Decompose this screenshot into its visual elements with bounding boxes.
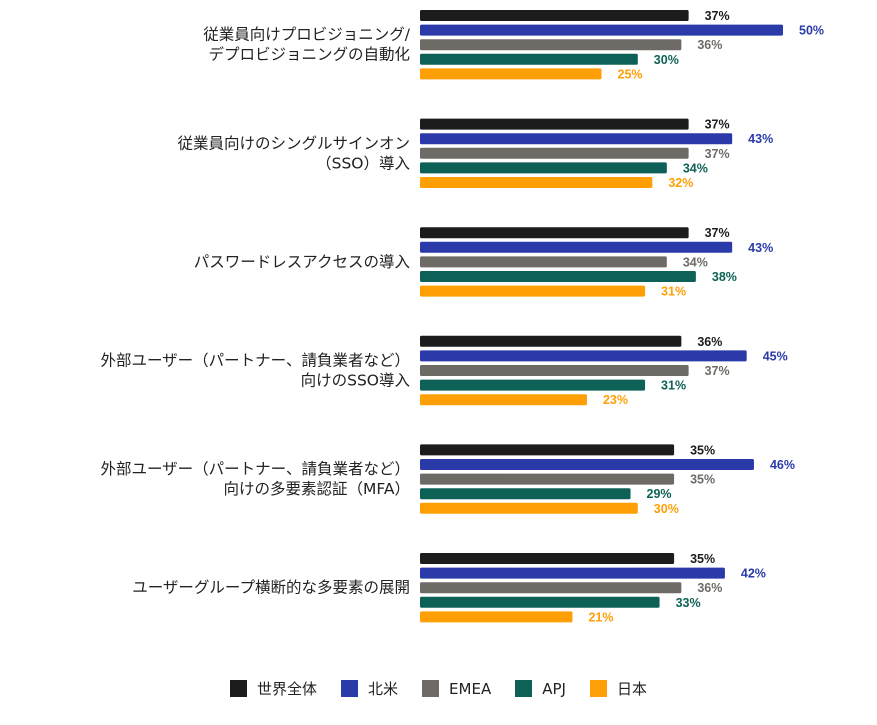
value-label: 33% — [676, 596, 701, 610]
bar-世界全体-2 — [420, 227, 689, 239]
legend-swatch — [230, 680, 248, 697]
category-label: 外部ユーザー（パートナー、請負業者など） 向けの多要素認証（MFA） — [100, 460, 410, 498]
bar-世界全体-1 — [420, 118, 689, 130]
category-label-line: ユーザーグループ横断的な多要素の展開 — [132, 579, 410, 597]
legend-swatch — [589, 680, 607, 697]
value-label: 50% — [799, 24, 824, 38]
category-label-line: 従業員向けのシングルサインオン — [177, 134, 410, 152]
category-label: 従業員向けプロビジョニング/デプロビジョニングの自動化 — [203, 26, 411, 64]
bar-APJ-0 — [420, 53, 638, 65]
value-label: 37% — [705, 364, 730, 378]
bar-APJ-1 — [420, 162, 667, 174]
bar-世界全体-4 — [420, 444, 675, 456]
legend-label: 世界全体 — [257, 680, 318, 698]
category-label-line: 外部ユーザー（パートナー、請負業者など） — [100, 460, 410, 478]
bar-北米-4 — [420, 459, 754, 470]
category-label-line: デプロビジョニングの自動化 — [208, 45, 410, 64]
legend-item: 世界全体 — [230, 678, 317, 699]
bar-日本-3 — [420, 394, 587, 406]
bar-APJ-2 — [420, 271, 696, 282]
value-label: 30% — [654, 502, 679, 516]
legend-label: EMEA — [449, 679, 492, 698]
value-label: 23% — [603, 393, 628, 407]
value-label: 34% — [683, 255, 708, 269]
category-label: パスワードレスアクセスの導入 — [194, 253, 410, 271]
value-label: 45% — [763, 349, 788, 363]
value-label: 43% — [748, 241, 773, 255]
value-label: 46% — [770, 458, 795, 472]
value-label: 37% — [705, 118, 730, 132]
value-label: 35% — [690, 443, 715, 457]
category-label-line: 向けのSSO導入 — [301, 372, 410, 390]
legend-item: EMEA — [422, 678, 491, 699]
value-label: 38% — [712, 270, 737, 284]
bar-EMEA-1 — [420, 147, 689, 159]
value-label: 37% — [705, 147, 730, 161]
value-label: 31% — [661, 285, 686, 299]
bar-世界全体-3 — [420, 335, 682, 347]
legend-label: 日本 — [616, 680, 647, 698]
category-label: ユーザーグループ横断的な多要素の展開 — [132, 579, 410, 597]
value-label: 29% — [647, 487, 672, 501]
bar-日本-4 — [420, 502, 638, 514]
legend-item: 北米 — [341, 678, 398, 699]
value-label: 37% — [705, 226, 730, 240]
bar-北米-1 — [420, 133, 733, 145]
bar-北米-3 — [420, 350, 747, 362]
bar-EMEA-4 — [420, 473, 675, 485]
category-label-line: （SSO）導入 — [316, 154, 410, 172]
bar-日本-5 — [420, 611, 573, 623]
category-label: 従業員向けのシングルサインオン （SSO）導入 — [177, 134, 410, 172]
value-label: 31% — [661, 379, 686, 393]
bar-世界全体-0 — [420, 10, 689, 21]
value-label: 35% — [690, 552, 715, 566]
bar-世界全体-5 — [420, 553, 675, 564]
chart-legend: 世界全体 北米 EMEA APJ 日本 — [0, 678, 877, 699]
category-label-line: 従業員向けプロビジョニング/ — [203, 26, 411, 44]
value-label: 34% — [683, 161, 708, 175]
value-label: 32% — [668, 176, 693, 190]
value-label: 36% — [697, 38, 722, 52]
bar-EMEA-5 — [420, 582, 682, 594]
value-label: 21% — [588, 610, 613, 624]
bar-APJ-4 — [420, 488, 631, 500]
bar-北米-5 — [420, 567, 725, 579]
bar-EMEA-2 — [420, 256, 667, 268]
value-label: 30% — [654, 53, 679, 67]
bar-日本-0 — [420, 68, 602, 80]
value-label: 36% — [697, 581, 722, 595]
bar-日本-2 — [420, 285, 646, 297]
bar-EMEA-0 — [420, 39, 682, 51]
bar-北米-0 — [420, 24, 783, 36]
value-label: 36% — [697, 335, 722, 349]
bar-日本-1 — [420, 177, 653, 188]
category-label-line: 向けの多要素認証（MFA） — [224, 480, 410, 498]
category-label-line: 外部ユーザー（パートナー、請負業者など） — [100, 352, 410, 370]
legend-swatch — [422, 680, 440, 697]
bar-EMEA-3 — [420, 365, 689, 376]
bar-APJ-5 — [420, 596, 660, 608]
category-label-line: パスワードレスアクセスの導入 — [194, 253, 410, 271]
value-label: 35% — [690, 473, 715, 487]
bar-北米-2 — [420, 241, 733, 253]
bar-chart: 従業員向けプロビジョニング/デプロビジョニングの自動化37%50%36%30%2… — [100, 9, 824, 624]
value-label: 43% — [748, 132, 773, 146]
legend-item: 日本 — [589, 678, 647, 699]
legend-swatch — [515, 680, 533, 697]
value-label: 42% — [741, 567, 766, 581]
legend-label: 北米 — [368, 680, 399, 698]
bar-APJ-3 — [420, 379, 646, 391]
value-label: 25% — [618, 67, 643, 81]
legend-swatch — [341, 680, 359, 697]
value-label: 37% — [705, 9, 730, 23]
legend-label: APJ — [542, 679, 566, 698]
category-label: 外部ユーザー（パートナー、請負業者など） 向けのSSO導入 — [100, 352, 410, 390]
legend-item: APJ — [515, 678, 566, 699]
